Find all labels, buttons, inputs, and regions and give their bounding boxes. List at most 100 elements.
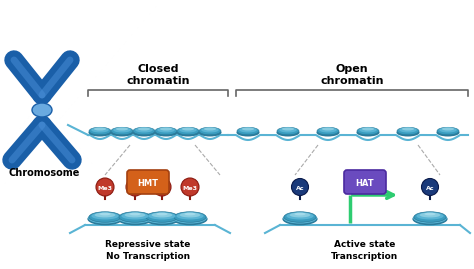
Ellipse shape — [184, 213, 196, 215]
Text: HAT: HAT — [356, 179, 374, 187]
Ellipse shape — [442, 128, 454, 130]
Ellipse shape — [283, 213, 317, 224]
Ellipse shape — [145, 213, 179, 224]
Ellipse shape — [116, 128, 128, 130]
Ellipse shape — [290, 213, 310, 217]
Ellipse shape — [89, 129, 111, 136]
Ellipse shape — [180, 213, 201, 217]
Ellipse shape — [292, 179, 309, 196]
Ellipse shape — [32, 103, 52, 117]
Text: Me3: Me3 — [155, 186, 170, 190]
Ellipse shape — [362, 128, 374, 130]
Ellipse shape — [437, 129, 460, 136]
Text: HMT: HMT — [137, 179, 158, 187]
Ellipse shape — [356, 129, 380, 136]
Ellipse shape — [160, 128, 172, 130]
FancyBboxPatch shape — [344, 170, 386, 194]
Ellipse shape — [126, 178, 144, 196]
Text: Open
chromatin: Open chromatin — [320, 64, 384, 86]
Ellipse shape — [118, 213, 153, 225]
Ellipse shape — [89, 127, 111, 135]
Ellipse shape — [153, 178, 171, 196]
Ellipse shape — [399, 128, 417, 133]
Ellipse shape — [319, 128, 337, 133]
Ellipse shape — [179, 128, 197, 133]
Ellipse shape — [402, 128, 414, 130]
Ellipse shape — [176, 213, 204, 220]
Ellipse shape — [146, 212, 178, 222]
Ellipse shape — [437, 127, 459, 135]
Ellipse shape — [282, 128, 294, 130]
Ellipse shape — [89, 212, 121, 222]
Text: Me3: Me3 — [128, 186, 143, 190]
Ellipse shape — [284, 212, 316, 222]
Ellipse shape — [322, 128, 334, 130]
Ellipse shape — [121, 213, 149, 220]
Ellipse shape — [91, 213, 118, 220]
Ellipse shape — [396, 129, 419, 136]
Ellipse shape — [412, 213, 447, 225]
Ellipse shape — [110, 129, 134, 136]
Ellipse shape — [413, 213, 447, 224]
Ellipse shape — [204, 128, 216, 130]
Ellipse shape — [242, 128, 254, 130]
Ellipse shape — [95, 213, 115, 217]
Ellipse shape — [283, 213, 318, 225]
Ellipse shape — [181, 178, 199, 196]
Ellipse shape — [201, 128, 219, 133]
Ellipse shape — [94, 128, 106, 130]
Ellipse shape — [397, 127, 419, 135]
Ellipse shape — [416, 213, 444, 220]
Ellipse shape — [155, 129, 178, 136]
Ellipse shape — [173, 213, 207, 224]
Ellipse shape — [135, 128, 153, 133]
Ellipse shape — [174, 212, 206, 222]
Text: Me3: Me3 — [98, 186, 112, 190]
Text: Me3: Me3 — [182, 186, 198, 190]
Ellipse shape — [419, 213, 440, 217]
Ellipse shape — [119, 212, 151, 222]
Ellipse shape — [424, 213, 436, 215]
Ellipse shape — [176, 129, 200, 136]
Ellipse shape — [439, 128, 457, 133]
Ellipse shape — [237, 129, 260, 136]
Ellipse shape — [96, 178, 114, 196]
Ellipse shape — [125, 213, 146, 217]
Ellipse shape — [111, 127, 133, 135]
Ellipse shape — [317, 129, 339, 136]
Ellipse shape — [113, 128, 131, 133]
Ellipse shape — [145, 213, 180, 225]
Ellipse shape — [177, 127, 199, 135]
Ellipse shape — [199, 127, 221, 135]
Ellipse shape — [138, 128, 150, 130]
Ellipse shape — [88, 213, 122, 224]
Text: Closed
chromatin: Closed chromatin — [126, 64, 190, 86]
Ellipse shape — [357, 127, 379, 135]
Ellipse shape — [87, 213, 123, 225]
Ellipse shape — [152, 213, 173, 217]
Ellipse shape — [276, 129, 300, 136]
Ellipse shape — [118, 213, 152, 224]
Ellipse shape — [148, 213, 175, 220]
Ellipse shape — [156, 213, 168, 215]
Text: Chromosome: Chromosome — [8, 168, 79, 178]
Ellipse shape — [237, 127, 259, 135]
Ellipse shape — [421, 179, 438, 196]
Ellipse shape — [294, 213, 306, 215]
Ellipse shape — [317, 127, 339, 135]
Ellipse shape — [100, 213, 110, 215]
Ellipse shape — [279, 128, 297, 133]
Ellipse shape — [157, 128, 175, 133]
Ellipse shape — [239, 128, 257, 133]
Ellipse shape — [133, 127, 155, 135]
Ellipse shape — [173, 213, 208, 225]
Text: Active state: Active state — [334, 240, 396, 249]
Ellipse shape — [199, 129, 221, 136]
Text: Transcription: Transcription — [331, 252, 399, 261]
Ellipse shape — [414, 212, 446, 222]
Text: No Transcription: No Transcription — [106, 252, 190, 261]
Text: Repressive state: Repressive state — [105, 240, 191, 249]
Ellipse shape — [286, 213, 314, 220]
Text: Ac: Ac — [296, 186, 304, 190]
Ellipse shape — [155, 127, 177, 135]
